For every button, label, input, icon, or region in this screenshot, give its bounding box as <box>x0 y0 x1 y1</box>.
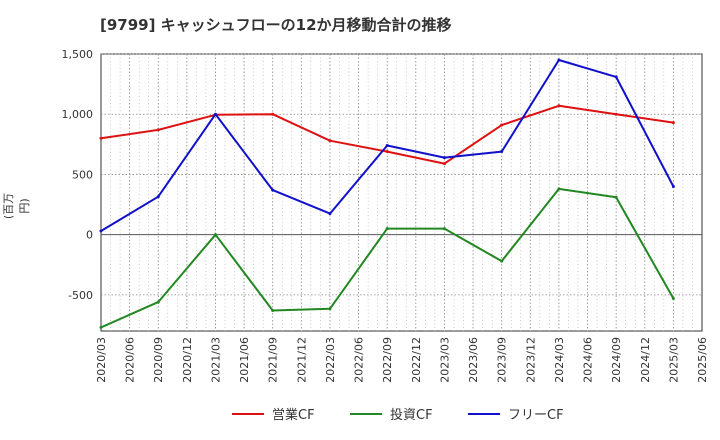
data-point <box>156 300 160 304</box>
data-point <box>213 112 217 116</box>
legend-label: 投資CF <box>390 407 433 423</box>
data-point <box>671 296 675 300</box>
data-point <box>385 227 389 231</box>
data-point <box>671 121 675 125</box>
y-tick-label: 1,000 <box>62 108 94 121</box>
data-point <box>614 195 618 199</box>
data-point <box>271 112 275 116</box>
x-tick-label: 2020/12 <box>181 337 194 383</box>
data-point <box>213 233 217 237</box>
x-tick-label: 2020/09 <box>152 337 165 383</box>
x-tick-label: 2023/06 <box>467 337 480 383</box>
x-tick-label: 2022/03 <box>324 337 337 383</box>
data-point <box>614 75 618 79</box>
legend-label: 営業CF <box>272 407 315 423</box>
data-point <box>385 150 389 154</box>
data-point <box>271 309 275 313</box>
x-tick-label: 2021/09 <box>267 337 280 383</box>
data-point <box>328 139 332 143</box>
data-point <box>614 112 618 116</box>
data-point <box>99 229 103 233</box>
x-tick-label: 2022/06 <box>353 337 366 383</box>
y-tick-label: -500 <box>68 289 93 302</box>
x-tick-label: 2020/06 <box>124 337 137 383</box>
x-tick-label: 2024/03 <box>553 337 566 383</box>
data-point <box>671 184 675 188</box>
x-tick-label: 2024/12 <box>639 337 652 383</box>
data-point <box>557 58 561 62</box>
x-tick-label: 2020/03 <box>95 337 108 383</box>
x-tick-label: 2022/09 <box>381 337 394 383</box>
chart-title: [9799] キャッシュフローの12か月移動合計の推移 <box>100 16 452 34</box>
data-point <box>328 212 332 216</box>
data-point <box>328 307 332 311</box>
x-tick-label: 2023/03 <box>438 337 451 383</box>
data-point <box>442 162 446 166</box>
data-point <box>442 227 446 231</box>
data-point <box>99 136 103 140</box>
data-point <box>385 144 389 148</box>
legend-label: フリーCF <box>508 408 564 423</box>
data-point <box>500 259 504 263</box>
data-point <box>99 325 103 329</box>
x-tick-label: 2023/09 <box>496 337 509 383</box>
x-tick-label: 2025/03 <box>667 337 680 383</box>
x-tick-label: 2021/03 <box>209 337 222 383</box>
x-tick-label: 2022/12 <box>410 337 423 383</box>
x-tick-label: 2025/06 <box>696 337 709 383</box>
x-tick-label: 2024/06 <box>582 337 595 383</box>
y-tick-label: 0 <box>86 229 93 242</box>
data-point <box>442 156 446 160</box>
data-point <box>557 104 561 108</box>
x-tick-label: 2021/12 <box>295 337 308 383</box>
x-tick-label: 2021/06 <box>238 337 251 383</box>
x-tick-label: 2023/12 <box>524 337 537 383</box>
x-tick-label: 2024/09 <box>610 337 623 383</box>
data-point <box>156 195 160 199</box>
plot-frame <box>100 53 703 332</box>
data-point <box>500 123 504 127</box>
data-point <box>557 187 561 191</box>
y-tick-label: 500 <box>72 168 93 181</box>
y-tick-label: 1,500 <box>62 48 94 61</box>
data-point <box>271 188 275 192</box>
data-point <box>156 128 160 132</box>
data-point <box>500 150 504 154</box>
